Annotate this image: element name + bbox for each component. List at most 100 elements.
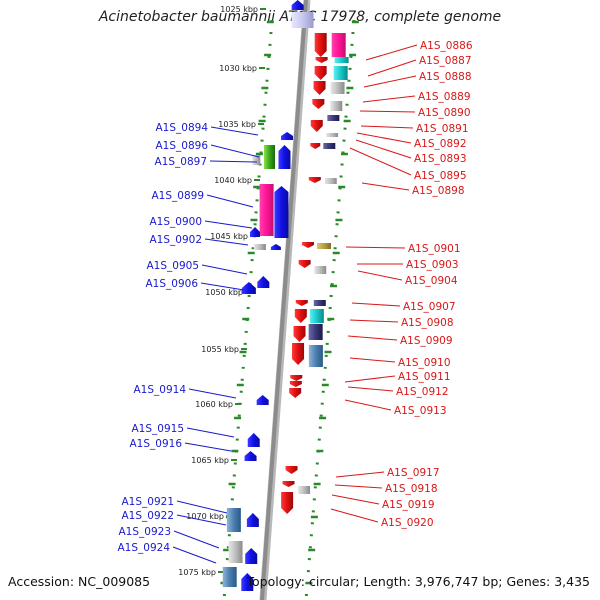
reverse-gene-feature[interactable] (289, 381, 302, 387)
forward-gene-feature[interactable] (241, 282, 256, 294)
gene-label-a1s-0897[interactable]: A1S_0897 (155, 156, 208, 168)
forward-gene-feature[interactable] (246, 513, 259, 527)
gene-label-a1s-0923[interactable]: A1S_0923 (119, 526, 172, 538)
reverse-gene-feature[interactable] (302, 242, 315, 248)
reverse-gene-feature[interactable] (310, 143, 321, 149)
gene-label-a1s-0903[interactable]: A1S_0903 (406, 259, 459, 271)
forward-gene-feature[interactable] (244, 451, 257, 461)
gene-label-a1s-0907[interactable]: A1S_0907 (403, 301, 456, 313)
gene-label-a1s-0908[interactable]: A1S_0908 (401, 317, 454, 329)
forward-gene-feature[interactable] (291, 12, 314, 28)
gene-label-a1s-0893[interactable]: A1S_0893 (414, 153, 467, 165)
forward-gene-feature[interactable] (281, 132, 294, 140)
reverse-gene-feature[interactable] (292, 343, 305, 365)
forward-gene-feature[interactable] (245, 548, 258, 564)
reverse-gene-feature[interactable] (334, 57, 349, 63)
reverse-gene-feature[interactable] (315, 57, 328, 63)
leader-line (362, 95, 416, 103)
gene-label-a1s-0889[interactable]: A1S_0889 (418, 91, 471, 103)
reverse-gene-feature[interactable] (289, 388, 302, 398)
forward-gene-feature[interactable] (256, 395, 269, 405)
gene-label-a1s-0899[interactable]: A1S_0899 (152, 190, 205, 202)
forward-gene-feature[interactable] (226, 508, 241, 532)
reverse-gene-feature[interactable] (285, 466, 298, 474)
gene-label-a1s-0887[interactable]: A1S_0887 (419, 55, 472, 67)
reverse-gene-feature[interactable] (326, 133, 339, 137)
gene-label-a1s-0895[interactable]: A1S_0895 (414, 170, 467, 182)
gene-label-a1s-0898[interactable]: A1S_0898 (412, 185, 465, 197)
reverse-gene-feature[interactable] (312, 99, 325, 109)
reverse-gene-feature[interactable] (294, 309, 307, 323)
gene-label-a1s-0902[interactable]: A1S_0902 (150, 234, 203, 246)
gene-label-a1s-0920[interactable]: A1S_0920 (381, 517, 434, 529)
forward-gene-feature[interactable] (291, 0, 304, 10)
gene-label-a1s-0918[interactable]: A1S_0918 (385, 483, 438, 495)
reverse-gene-feature[interactable] (323, 143, 336, 149)
reverse-gene-feature[interactable] (313, 81, 326, 95)
gene-label-a1s-0900[interactable]: A1S_0900 (150, 216, 203, 228)
gene-label-a1s-0891[interactable]: A1S_0891 (416, 123, 469, 135)
gene-label-a1s-0912[interactable]: A1S_0912 (396, 386, 449, 398)
reverse-gene-feature[interactable] (316, 243, 331, 249)
gene-label-a1s-0886[interactable]: A1S_0886 (420, 40, 473, 52)
gene-label-a1s-0892[interactable]: A1S_0892 (414, 138, 467, 150)
gene-label-a1s-0916[interactable]: A1S_0916 (130, 438, 183, 450)
forward-gene-feature[interactable] (228, 541, 243, 563)
forward-gene-feature[interactable] (252, 155, 261, 165)
reverse-gene-feature[interactable] (308, 177, 321, 183)
reverse-gene-feature[interactable] (324, 178, 337, 184)
gene-label-a1s-0919[interactable]: A1S_0919 (382, 499, 435, 511)
reverse-gene-feature[interactable] (310, 120, 323, 132)
reverse-gene-feature[interactable] (308, 324, 323, 340)
reverse-gene-feature[interactable] (282, 481, 295, 487)
forward-gene-feature[interactable] (222, 567, 237, 587)
gene-label-a1s-0894[interactable]: A1S_0894 (156, 122, 209, 134)
reverse-gene-feature[interactable] (314, 266, 327, 274)
forward-gene-feature[interactable] (278, 145, 291, 169)
gene-label-a1s-0913[interactable]: A1S_0913 (394, 405, 447, 417)
reverse-gene-feature[interactable] (327, 115, 340, 121)
reverse-gene-feature[interactable] (290, 375, 303, 381)
gene-label-a1s-0910[interactable]: A1S_0910 (398, 357, 451, 369)
gene-label-a1s-0909[interactable]: A1S_0909 (400, 335, 453, 347)
forward-gene-feature[interactable] (270, 244, 281, 250)
gene-label-a1s-0890[interactable]: A1S_0890 (418, 107, 471, 119)
gene-label-a1s-0915[interactable]: A1S_0915 (132, 423, 185, 435)
reverse-gene-feature[interactable] (331, 33, 346, 57)
reverse-gene-feature[interactable] (309, 309, 324, 323)
gene-label-a1s-0888[interactable]: A1S_0888 (419, 71, 472, 83)
forward-gene-feature[interactable] (241, 573, 254, 591)
gene-label-a1s-0914[interactable]: A1S_0914 (134, 384, 187, 396)
gene-label-a1s-0905[interactable]: A1S_0905 (147, 260, 200, 272)
leader-line (201, 264, 248, 275)
reverse-gene-feature[interactable] (313, 300, 326, 306)
reverse-gene-feature[interactable] (314, 33, 327, 57)
gene-label-a1s-0917[interactable]: A1S_0917 (387, 467, 440, 479)
gene-label-a1s-0911[interactable]: A1S_0911 (398, 371, 451, 383)
reverse-gene-feature[interactable] (333, 66, 348, 80)
reverse-gene-feature[interactable] (281, 492, 294, 514)
gene-label-a1s-0921[interactable]: A1S_0921 (122, 496, 175, 508)
forward-gene-feature[interactable] (257, 276, 270, 288)
gene-label-a1s-0896[interactable]: A1S_0896 (156, 140, 209, 152)
forward-gene-feature[interactable] (263, 145, 275, 169)
forward-gene-feature[interactable] (274, 186, 289, 238)
forward-gene-feature[interactable] (247, 433, 260, 447)
reverse-gene-feature[interactable] (330, 82, 345, 94)
scale-line-left (222, 19, 274, 600)
reverse-gene-feature[interactable] (308, 345, 323, 367)
reverse-gene-feature[interactable] (330, 101, 343, 111)
reverse-gene-feature[interactable] (314, 66, 327, 80)
reverse-gene-feature[interactable] (295, 300, 308, 306)
reverse-gene-feature[interactable] (298, 486, 311, 494)
forward-gene-feature[interactable] (249, 227, 260, 237)
gene-label-a1s-0901[interactable]: A1S_0901 (408, 243, 461, 255)
reverse-gene-feature[interactable] (293, 326, 306, 342)
gene-label-a1s-0922[interactable]: A1S_0922 (122, 510, 175, 522)
forward-gene-feature[interactable] (253, 244, 266, 250)
reverse-gene-feature[interactable] (298, 260, 311, 268)
gene-label-a1s-0906[interactable]: A1S_0906 (146, 278, 199, 290)
forward-gene-feature[interactable] (259, 184, 274, 236)
gene-label-a1s-0924[interactable]: A1S_0924 (118, 542, 171, 554)
gene-label-a1s-0904[interactable]: A1S_0904 (405, 275, 458, 287)
